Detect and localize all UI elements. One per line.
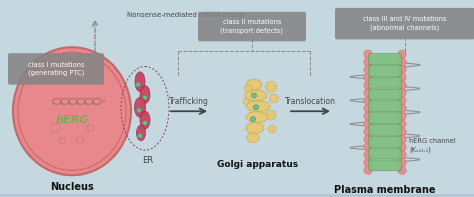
Ellipse shape: [140, 111, 150, 129]
FancyBboxPatch shape: [368, 101, 401, 112]
Circle shape: [398, 166, 406, 174]
Ellipse shape: [135, 98, 146, 117]
Circle shape: [265, 81, 276, 92]
Circle shape: [364, 97, 372, 105]
FancyBboxPatch shape: [368, 54, 401, 64]
Circle shape: [364, 65, 372, 74]
Circle shape: [364, 81, 372, 89]
Text: Trafficking: Trafficking: [169, 97, 209, 106]
FancyBboxPatch shape: [368, 136, 401, 147]
Circle shape: [137, 108, 141, 112]
Circle shape: [398, 120, 406, 128]
Text: hERG channel
(Kᵥ₁₁.₁): hERG channel (Kᵥ₁₁.₁): [409, 138, 456, 153]
Circle shape: [143, 95, 147, 100]
Circle shape: [364, 135, 372, 143]
FancyBboxPatch shape: [368, 148, 401, 159]
Circle shape: [398, 97, 406, 105]
Ellipse shape: [246, 123, 264, 133]
Circle shape: [398, 127, 406, 136]
Circle shape: [364, 58, 372, 66]
Circle shape: [364, 112, 372, 120]
Circle shape: [250, 117, 255, 122]
Ellipse shape: [246, 101, 270, 112]
Circle shape: [138, 134, 142, 138]
Ellipse shape: [247, 133, 259, 143]
Circle shape: [364, 158, 372, 167]
FancyBboxPatch shape: [368, 125, 401, 135]
Circle shape: [364, 120, 372, 128]
Circle shape: [364, 127, 372, 136]
Circle shape: [364, 104, 372, 112]
Text: Golgi apparatus: Golgi apparatus: [218, 161, 299, 169]
Circle shape: [398, 112, 406, 120]
Text: class II mutations
(transport defects): class II mutations (transport defects): [220, 19, 283, 34]
FancyBboxPatch shape: [368, 113, 401, 124]
Ellipse shape: [246, 112, 268, 123]
Circle shape: [398, 151, 406, 159]
FancyBboxPatch shape: [368, 160, 401, 171]
Text: Plasma membrane: Plasma membrane: [334, 185, 436, 195]
Text: Nucleus: Nucleus: [50, 182, 94, 192]
Ellipse shape: [137, 125, 146, 141]
FancyBboxPatch shape: [335, 8, 474, 39]
Circle shape: [136, 83, 140, 87]
Circle shape: [364, 89, 372, 97]
Circle shape: [270, 94, 279, 103]
Ellipse shape: [246, 79, 262, 90]
Circle shape: [398, 89, 406, 97]
Circle shape: [252, 93, 256, 98]
Circle shape: [364, 73, 372, 82]
Text: ER: ER: [143, 156, 154, 164]
Ellipse shape: [135, 72, 145, 92]
Circle shape: [245, 85, 252, 92]
Circle shape: [243, 98, 249, 104]
Circle shape: [398, 58, 406, 66]
Circle shape: [364, 143, 372, 151]
Ellipse shape: [245, 90, 267, 101]
FancyBboxPatch shape: [368, 65, 401, 76]
FancyBboxPatch shape: [198, 12, 306, 41]
Circle shape: [254, 105, 258, 110]
Text: x: x: [102, 98, 106, 104]
FancyBboxPatch shape: [368, 77, 401, 88]
Circle shape: [364, 151, 372, 159]
Circle shape: [364, 50, 372, 58]
Circle shape: [398, 135, 406, 143]
Circle shape: [398, 73, 406, 82]
Text: Translocation: Translocation: [284, 97, 336, 106]
Circle shape: [143, 121, 147, 125]
Text: class III and IV mutations
(abnormal channels): class III and IV mutations (abnormal cha…: [363, 16, 447, 31]
Circle shape: [398, 104, 406, 112]
Circle shape: [364, 166, 372, 174]
Text: class I mutations
(generating PTC): class I mutations (generating PTC): [28, 62, 84, 76]
Circle shape: [268, 125, 276, 133]
Circle shape: [266, 110, 276, 120]
Text: Nonsense-mediated mRNA decay: Nonsense-mediated mRNA decay: [127, 12, 243, 18]
FancyBboxPatch shape: [8, 53, 104, 85]
Circle shape: [398, 158, 406, 167]
FancyBboxPatch shape: [368, 89, 401, 100]
Circle shape: [398, 143, 406, 151]
Ellipse shape: [13, 47, 131, 175]
Circle shape: [398, 65, 406, 74]
Circle shape: [398, 50, 406, 58]
Circle shape: [398, 81, 406, 89]
Ellipse shape: [140, 86, 150, 103]
Text: hERG: hERG: [55, 115, 89, 125]
